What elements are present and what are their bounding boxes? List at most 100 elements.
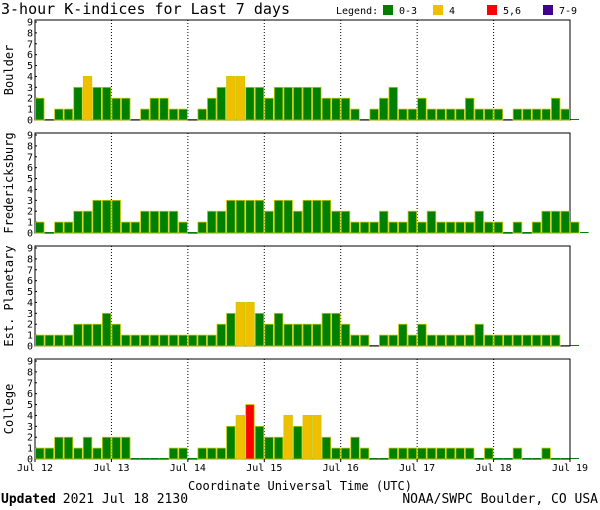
kindex-bar xyxy=(445,108,456,121)
y-tick-label: 2 xyxy=(27,320,33,331)
kindex-bar xyxy=(512,334,523,347)
kindex-bar xyxy=(82,436,93,460)
y-tick-label: 3 xyxy=(27,83,33,94)
kindex-bar xyxy=(340,210,351,234)
kindex-bar xyxy=(484,108,494,121)
kindex-bar xyxy=(417,447,427,460)
kindex-bar xyxy=(388,334,398,347)
legend-text-5-6: 5,6 xyxy=(503,6,521,17)
chart-title: 3-hour K-indices for Last 7 days xyxy=(1,0,290,18)
x-tick-label: Jul 18 xyxy=(476,463,512,474)
x-tick-label: Jul 17 xyxy=(399,463,435,474)
kindex-bar xyxy=(82,210,93,234)
panel-label-boulder: Boulder xyxy=(2,45,16,96)
y-tick-label: 0 xyxy=(27,342,33,353)
kindex-bar xyxy=(531,334,542,347)
kindex-bar xyxy=(302,415,312,460)
kindex-bar xyxy=(379,97,389,121)
kindex-bar xyxy=(465,221,475,234)
kindex-bar xyxy=(436,221,446,234)
kindex-bar xyxy=(388,86,398,121)
kindex-bar xyxy=(436,447,446,460)
kindex-bar xyxy=(512,447,523,460)
y-tick-label: 4 xyxy=(27,298,33,309)
kindex-bar xyxy=(235,302,246,347)
y-tick-label: 6 xyxy=(27,276,33,287)
kindex-bar-zero xyxy=(532,458,541,459)
y-tick-label: 8 xyxy=(27,254,33,265)
kindex-bar xyxy=(245,199,255,234)
kindex-bar-zero xyxy=(188,232,197,233)
kindex-bar xyxy=(140,108,150,121)
kindex-bar xyxy=(101,199,112,234)
kindex-bar xyxy=(560,210,570,234)
kindex-bar-zero xyxy=(131,119,140,120)
kindex-bar xyxy=(560,108,570,121)
kindex-bar xyxy=(407,447,418,460)
kindex-bar xyxy=(111,436,121,460)
y-tick-label: 6 xyxy=(27,50,33,61)
legend: Legend: 0-3 4 5,6 7-9 xyxy=(336,5,577,17)
kindex-bar xyxy=(92,323,102,347)
y-tick-label: 1 xyxy=(27,331,33,342)
kindex-bar-zero xyxy=(503,458,513,459)
kindex-bar xyxy=(216,86,226,121)
kindex-bar xyxy=(359,221,370,234)
kindex-bar-zero xyxy=(580,232,589,233)
kindex-bar xyxy=(226,312,236,347)
kindex-bar xyxy=(159,210,169,234)
kindex-bar xyxy=(484,221,494,234)
kindex-bar xyxy=(178,334,188,347)
kindex-bar xyxy=(35,447,45,460)
kindex-bar xyxy=(340,97,351,121)
kindex-bar xyxy=(54,334,64,347)
legend-text-0-3: 0-3 xyxy=(399,6,417,17)
legend-label: Legend: xyxy=(336,6,378,17)
x-tick-label: Jul 19 xyxy=(552,463,588,474)
kindex-bar-zero xyxy=(522,232,532,233)
kindex-bar-zero xyxy=(150,458,159,459)
kindex-bar xyxy=(63,334,74,347)
kindex-bar xyxy=(178,221,188,234)
kindex-bar xyxy=(465,447,475,460)
kindex-bar xyxy=(216,323,226,347)
kindex-bar xyxy=(197,108,207,121)
kindex-bar xyxy=(340,447,351,460)
kindex-bar xyxy=(321,436,332,460)
kindex-bar xyxy=(216,447,226,460)
y-tick-label: 5 xyxy=(27,174,33,185)
legend-swatch-0-3 xyxy=(383,5,393,15)
kindex-bar-zero xyxy=(360,119,369,120)
kindex-bar xyxy=(235,199,246,234)
kindex-bar xyxy=(92,199,102,234)
kindex-bar xyxy=(417,97,427,121)
kindex-bar xyxy=(121,436,131,460)
kindex-bar xyxy=(293,86,303,121)
kindex-bar xyxy=(187,334,198,347)
kindex-bar xyxy=(512,221,523,234)
kindex-bar xyxy=(484,334,494,347)
kindex-bar xyxy=(407,210,418,234)
kindex-bar xyxy=(331,97,341,121)
kindex-bar xyxy=(63,436,74,460)
kindex-bar-zero xyxy=(131,458,140,459)
kindex-bar xyxy=(121,97,131,121)
kindex-bar xyxy=(121,334,131,347)
kindex-bar xyxy=(264,323,274,347)
kindex-bar xyxy=(369,221,379,234)
y-tick-label: 6 xyxy=(27,389,33,400)
kindex-bar xyxy=(178,447,188,460)
y-tick-label: 2 xyxy=(27,207,33,218)
kindex-bar xyxy=(149,334,160,347)
x-axis: Jul 12 Jul 13 Jul 14 Jul 15 Jul 16 Jul 17 Jul … xyxy=(17,459,588,474)
kindex-bar xyxy=(350,108,360,121)
kindex-bar xyxy=(168,210,179,234)
kindex-bar-zero xyxy=(159,458,169,459)
kindex-bar xyxy=(54,436,64,460)
kindex-bar xyxy=(445,334,456,347)
kindex-bar xyxy=(168,334,179,347)
kindex-bar xyxy=(474,108,484,121)
y-tick-label: 7 xyxy=(27,152,33,163)
panel-label-fredericksburg: Fredericksburg xyxy=(2,132,16,233)
